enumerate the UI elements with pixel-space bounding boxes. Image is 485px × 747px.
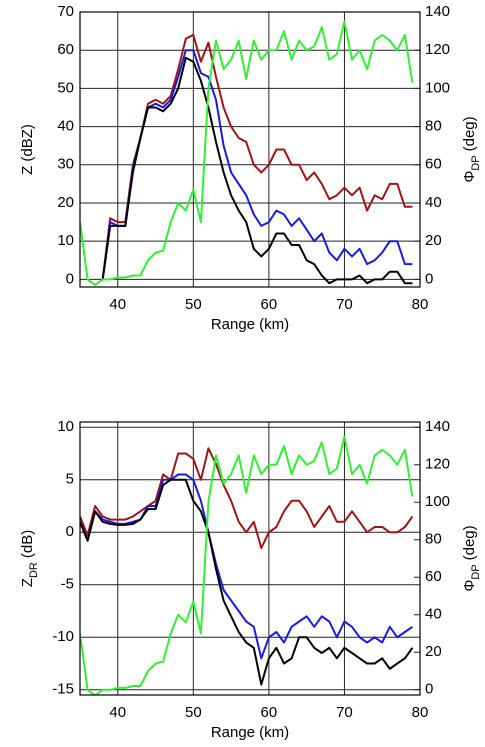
y-axis-title: Z (dBZ) [19, 124, 36, 175]
y2-tick-label: 120 [425, 456, 450, 473]
y2-tick-label: 140 [425, 418, 450, 435]
y-tick-label: -10 [52, 628, 74, 645]
y2-tick-label: 80 [425, 118, 442, 135]
y2-tick-label: 20 [425, 232, 442, 249]
label-text: Z [19, 578, 36, 587]
y-tick-label: 60 [57, 41, 74, 58]
y2-tick-label: 40 [425, 606, 442, 623]
x-tick-label: 60 [261, 704, 278, 721]
y-tick-label: -5 [61, 576, 74, 593]
data-line [101, 49, 413, 280]
label-text: Φ [461, 171, 478, 183]
y-tick-label: 10 [57, 232, 74, 249]
y-tick-label: -15 [52, 681, 74, 698]
plot-frame [79, 421, 421, 696]
x-axis-title: Range (km) [211, 724, 289, 741]
y2-tick-label: 20 [425, 643, 442, 660]
y-tick-label: 5 [66, 471, 74, 488]
series-group [80, 435, 414, 695]
y2-axis-title: ΦDP (deg) [461, 525, 482, 591]
y2-tick-label: 60 [425, 156, 442, 173]
y-tick-label: 10 [57, 418, 74, 435]
y-tick-label: 20 [57, 194, 74, 211]
y2-tick-label: 120 [425, 41, 450, 58]
x-tick-label: 50 [185, 704, 202, 721]
y2-tick-label: 60 [425, 568, 442, 585]
series-group [80, 20, 414, 287]
y2-tick-label: 100 [425, 79, 450, 96]
data-line [80, 473, 413, 660]
y-tick-label: 30 [57, 156, 74, 173]
data-line [80, 435, 414, 695]
y-tick-label: 50 [57, 79, 74, 96]
y2-tick-label: 40 [425, 194, 442, 211]
label-text: (deg) [461, 116, 478, 151]
y-tick-label: 0 [66, 270, 74, 287]
y-tick-label: 0 [66, 523, 74, 540]
y-axis-title: ZDR (dB) [19, 530, 40, 587]
label-subscript: DP [470, 564, 482, 579]
x-tick-label: 80 [412, 296, 429, 313]
y-tick-label: 40 [57, 118, 74, 135]
y2-tick-label: 80 [425, 531, 442, 548]
y2-axis-title: ΦDP (deg) [461, 116, 482, 182]
x-tick-label: 50 [185, 296, 202, 313]
data-line [80, 478, 414, 686]
data-line [101, 56, 413, 285]
label-text: Φ [461, 580, 478, 592]
x-tick-label: 40 [109, 704, 126, 721]
x-axis-title: Range (km) [211, 316, 289, 333]
x-tick-label: 60 [261, 296, 278, 313]
label-text: (dB) [19, 530, 36, 558]
x-tick-label: 40 [109, 296, 126, 313]
y2-tick-label: 140 [425, 3, 450, 20]
x-tick-label: 80 [412, 704, 429, 721]
y2-tick-label: 0 [425, 270, 433, 287]
x-tick-label: 70 [336, 296, 353, 313]
data-line [80, 20, 414, 287]
label-subscript: DR [28, 562, 40, 578]
data-line [80, 447, 414, 549]
label-subscript: DP [470, 155, 482, 170]
label-text: Z (dBZ) [19, 124, 36, 175]
y2-tick-label: 100 [425, 493, 450, 510]
chart: 40 50 60 70 80-15-10-50510020406080100120140… [19, 418, 482, 741]
label-text: (deg) [461, 525, 478, 560]
y-tick-label: 70 [57, 3, 74, 20]
y2-tick-label: 0 [425, 681, 433, 698]
data-line [101, 33, 413, 280]
x-tick-label: 70 [336, 704, 353, 721]
plot-frame [79, 11, 421, 288]
chart: 40 50 60 70 80 0 10 20 30 40 50 60 70 0 20 40 60 80 100 120… [19, 3, 482, 333]
